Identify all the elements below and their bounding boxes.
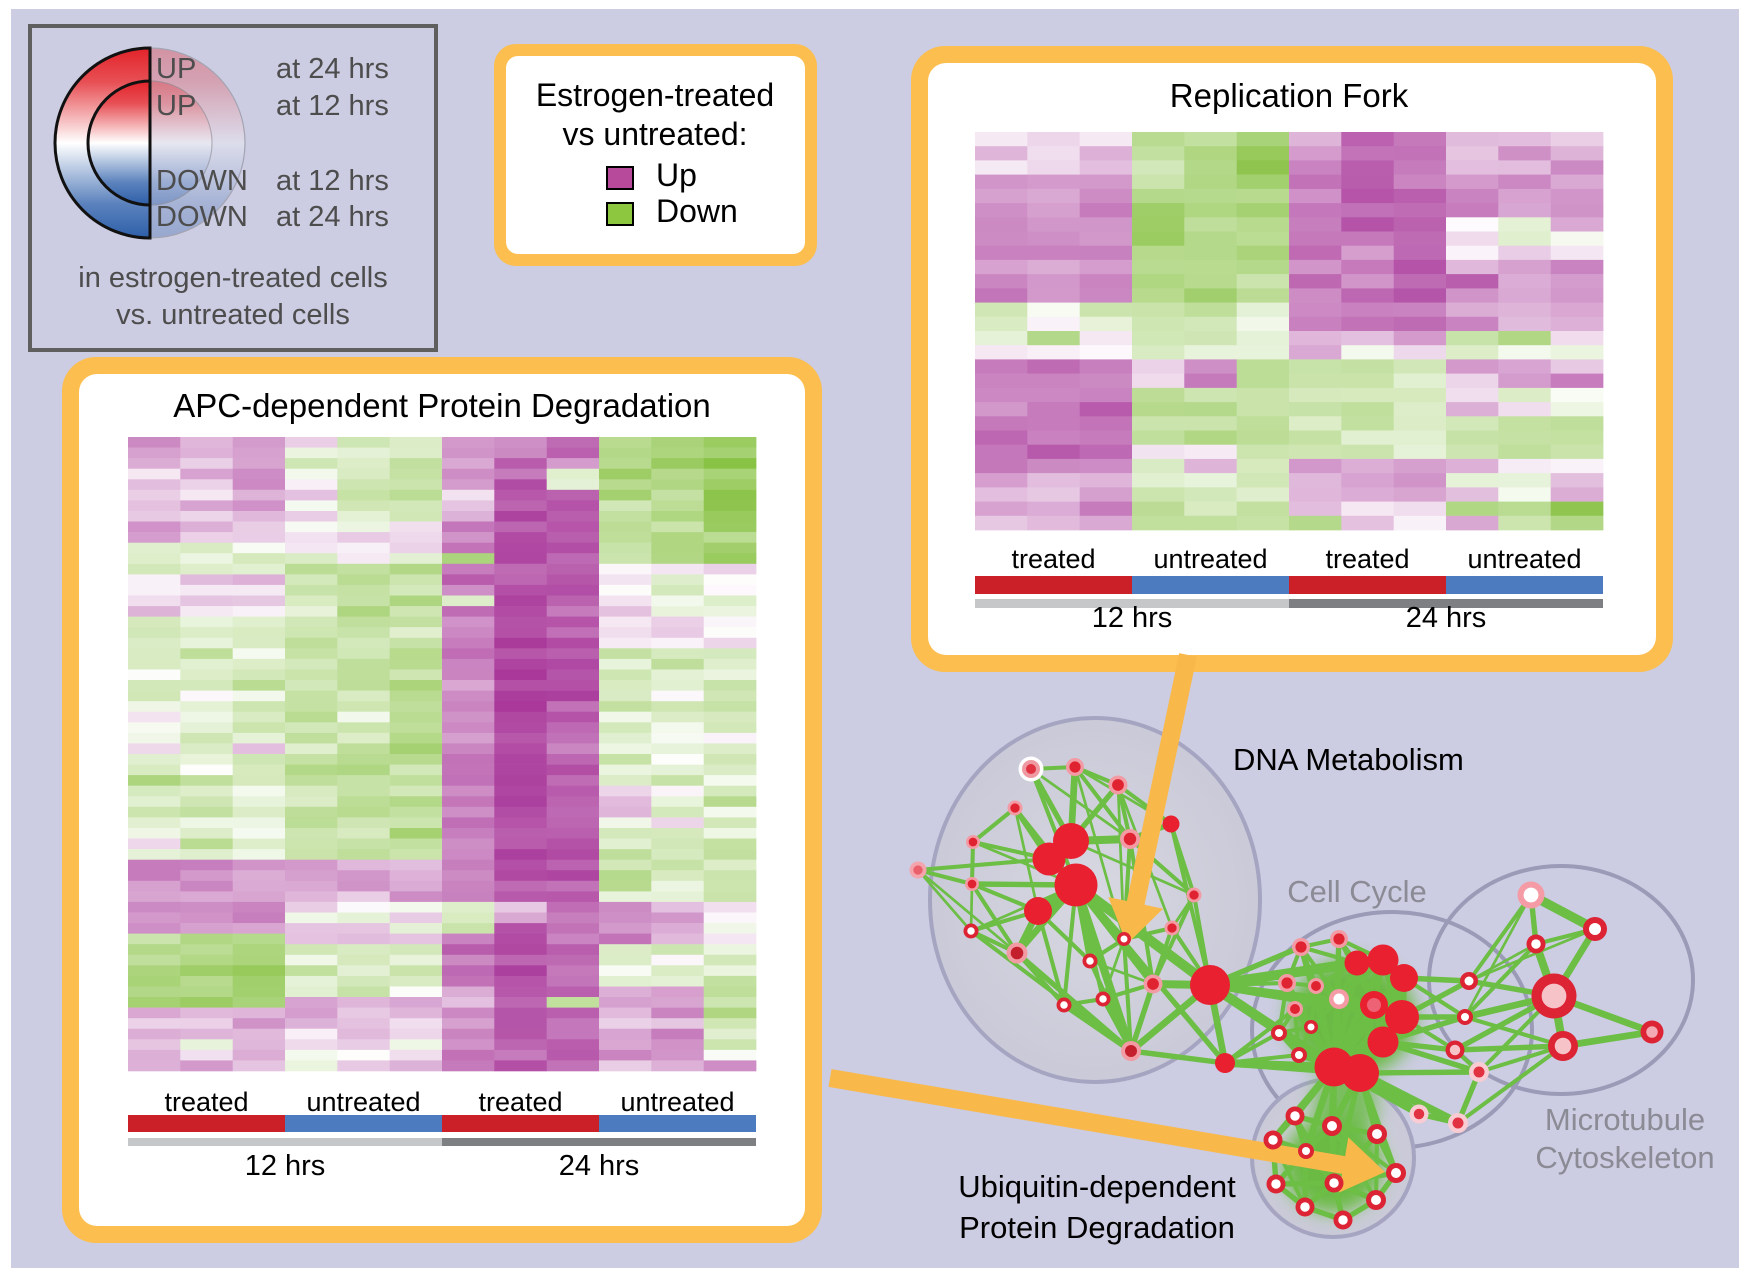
svg-text:vs untreated:: vs untreated: bbox=[563, 116, 748, 152]
svg-text:Cell Cycle: Cell Cycle bbox=[1287, 874, 1427, 909]
svg-text:vs. untreated cells: vs. untreated cells bbox=[116, 299, 350, 331]
svg-text:at 12 hrs: at 12 hrs bbox=[276, 90, 389, 122]
svg-text:untreated: untreated bbox=[1153, 544, 1267, 574]
svg-text:24 hrs: 24 hrs bbox=[559, 1150, 640, 1182]
svg-text:24 hrs: 24 hrs bbox=[1406, 602, 1487, 634]
svg-text:at 12 hrs: at 12 hrs bbox=[276, 165, 389, 197]
svg-text:APC-dependent Protein Degradat: APC-dependent Protein Degradation bbox=[173, 387, 711, 424]
svg-text:Estrogen-treated: Estrogen-treated bbox=[536, 77, 774, 113]
svg-text:UP: UP bbox=[156, 53, 196, 85]
svg-text:Cytoskeleton: Cytoskeleton bbox=[1535, 1140, 1714, 1175]
svg-text:at 24 hrs: at 24 hrs bbox=[276, 201, 389, 233]
svg-text:treated: treated bbox=[164, 1087, 248, 1117]
svg-text:treated: treated bbox=[478, 1087, 562, 1117]
svg-text:Microtubule: Microtubule bbox=[1545, 1102, 1705, 1137]
svg-text:untreated: untreated bbox=[620, 1087, 734, 1117]
svg-text:12 hrs: 12 hrs bbox=[245, 1150, 326, 1182]
svg-text:Ubiquitin-dependent: Ubiquitin-dependent bbox=[958, 1169, 1236, 1204]
svg-text:treated: treated bbox=[1325, 544, 1409, 574]
svg-text:Down: Down bbox=[656, 193, 738, 229]
svg-text:untreated: untreated bbox=[1467, 544, 1581, 574]
svg-text:DOWN: DOWN bbox=[156, 165, 248, 197]
svg-text:in estrogen-treated cells: in estrogen-treated cells bbox=[78, 262, 388, 294]
svg-text:DNA Metabolism: DNA Metabolism bbox=[1233, 742, 1464, 777]
svg-text:12 hrs: 12 hrs bbox=[1092, 602, 1173, 634]
svg-text:UP: UP bbox=[156, 90, 196, 122]
svg-text:DOWN: DOWN bbox=[156, 201, 248, 233]
svg-text:at 24 hrs: at 24 hrs bbox=[276, 53, 389, 85]
svg-text:Protein Degradation: Protein Degradation bbox=[959, 1210, 1235, 1245]
svg-text:untreated: untreated bbox=[306, 1087, 420, 1117]
svg-text:treated: treated bbox=[1011, 544, 1095, 574]
svg-text:Replication Fork: Replication Fork bbox=[1170, 77, 1409, 114]
svg-text:Up: Up bbox=[656, 157, 697, 193]
